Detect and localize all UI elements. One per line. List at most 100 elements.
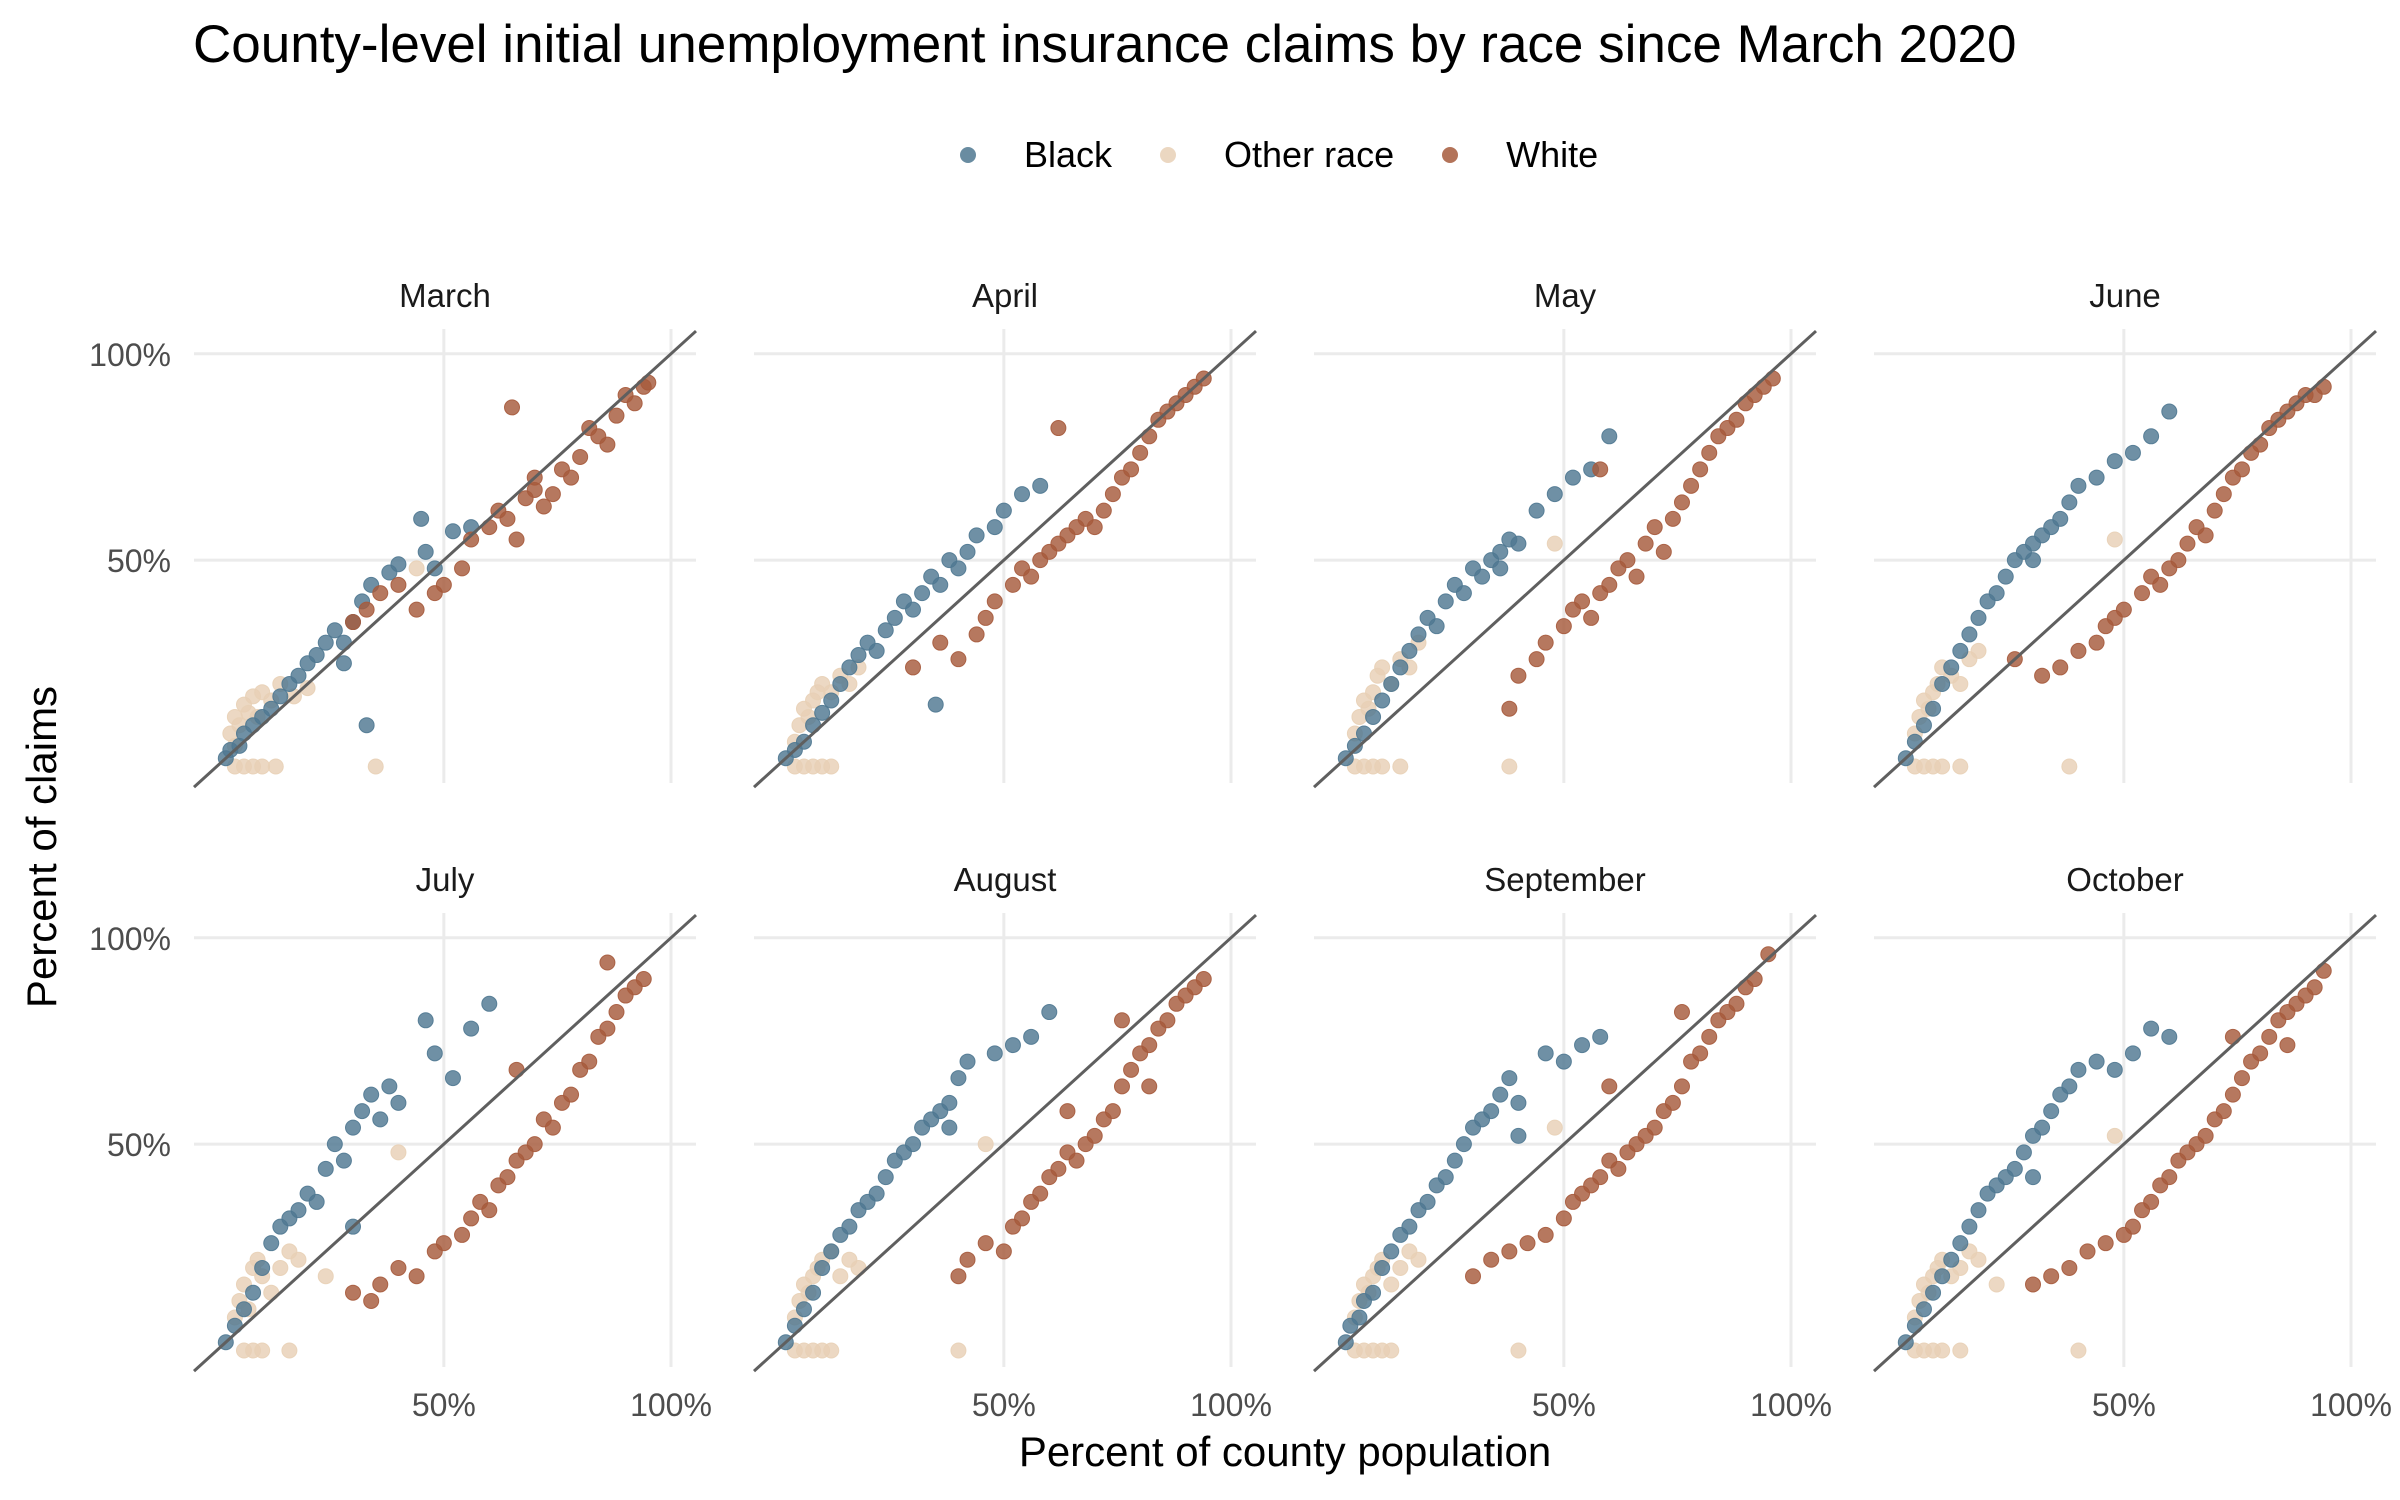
point-white — [1664, 1094, 1681, 1111]
point-black — [1455, 1136, 1472, 1153]
point-black — [927, 696, 944, 713]
facet-label: October — [2066, 861, 2183, 898]
point-white — [1637, 535, 1654, 552]
point-white — [1510, 667, 1527, 684]
point-black — [1455, 585, 1472, 602]
point-white — [1050, 420, 1067, 437]
point-other-race — [1970, 642, 1987, 659]
point-black — [814, 704, 831, 721]
point-white — [1004, 576, 1021, 593]
point-black — [1564, 469, 1581, 486]
point-white — [1050, 1160, 1067, 1177]
legend-label-black: Black — [1024, 134, 1113, 175]
point-other-race — [2061, 758, 2078, 775]
point-black — [1365, 708, 1382, 725]
point-white — [2252, 1045, 2269, 1062]
legend-item-black: Black — [960, 134, 1112, 176]
point-white — [1032, 1185, 1049, 1202]
point-black — [1474, 568, 1491, 585]
point-black — [1528, 502, 1545, 519]
reference-line — [1312, 329, 1818, 789]
point-black — [417, 543, 434, 560]
point-black — [1419, 1193, 1436, 1210]
point-white — [1673, 1078, 1690, 1095]
point-white — [986, 593, 1003, 610]
point-white — [2124, 1218, 2141, 1235]
point-black — [345, 1119, 362, 1136]
point-white — [1023, 568, 1040, 585]
point-white — [1095, 502, 1112, 519]
point-black — [317, 1160, 334, 1177]
point-black — [1374, 692, 1391, 709]
point-black — [1492, 560, 1509, 577]
panel-august: August 50% 100% — [752, 861, 1272, 1423]
point-white — [499, 510, 516, 527]
point-black — [2061, 1078, 2078, 1095]
point-white — [1113, 1078, 1130, 1095]
point-white — [2170, 552, 2187, 569]
x-tick-label: 50% — [972, 1387, 1036, 1423]
point-black — [245, 1284, 262, 1301]
point-black — [390, 556, 407, 573]
panel-march: March 50% 100% — [89, 277, 698, 789]
point-other-race — [1934, 1342, 1951, 1359]
point-black — [1410, 626, 1427, 643]
point-black — [959, 1053, 976, 1070]
point-black — [1428, 618, 1445, 635]
point-black — [1032, 477, 1049, 494]
point-white — [345, 1284, 362, 1301]
legend-swatch-other-race — [1160, 147, 1177, 163]
point-black — [1401, 642, 1418, 659]
point-other-race — [823, 758, 840, 775]
point-black — [914, 585, 931, 602]
point-white — [2043, 1268, 2060, 1285]
point-black — [1351, 1309, 1368, 1326]
point-black — [2061, 494, 2078, 511]
point-black — [317, 634, 334, 651]
point-black — [2143, 428, 2160, 445]
point-other-race — [1970, 1251, 1987, 1268]
point-white — [1465, 1268, 1482, 1285]
point-black — [2043, 1103, 2060, 1120]
point-black — [877, 622, 894, 639]
point-black — [823, 1243, 840, 1260]
point-white — [1728, 995, 1745, 1012]
point-black — [444, 523, 461, 540]
point-white — [1628, 568, 1645, 585]
point-white — [2179, 535, 2196, 552]
point-black — [444, 1070, 461, 1087]
point-white — [1501, 1243, 1518, 1260]
panel-october: October 50% 100% — [1872, 861, 2392, 1423]
point-black — [959, 543, 976, 560]
point-black — [2161, 1028, 2178, 1045]
point-black — [1988, 585, 2005, 602]
point-white — [2079, 1243, 2096, 1260]
point-white — [463, 1210, 480, 1227]
point-black — [1510, 535, 1527, 552]
point-black — [2106, 1061, 2123, 1078]
point-white — [544, 486, 561, 503]
point-white — [563, 1086, 580, 1103]
point-black — [1446, 1152, 1463, 1169]
point-black — [868, 1185, 885, 1202]
point-white — [1673, 494, 1690, 511]
point-black — [1961, 626, 1978, 643]
x-tick-label: 100% — [1750, 1387, 1832, 1423]
point-black — [877, 1169, 894, 1186]
point-black — [358, 717, 375, 734]
point-white — [2215, 1103, 2232, 1120]
point-black — [814, 1259, 831, 1276]
point-other-race — [390, 1144, 407, 1161]
point-white — [435, 576, 452, 593]
point-black — [1546, 486, 1563, 503]
point-white — [504, 399, 521, 416]
legend-item-other-race: Other race — [1160, 134, 1394, 176]
point-black — [1483, 1103, 1500, 1120]
point-white — [358, 601, 375, 618]
point-white — [1555, 618, 1572, 635]
point-other-race — [1988, 1276, 2005, 1293]
point-black — [1041, 1004, 1058, 1021]
point-black — [1952, 1235, 1969, 1252]
point-white — [1610, 1160, 1627, 1177]
point-white — [2070, 642, 2087, 659]
